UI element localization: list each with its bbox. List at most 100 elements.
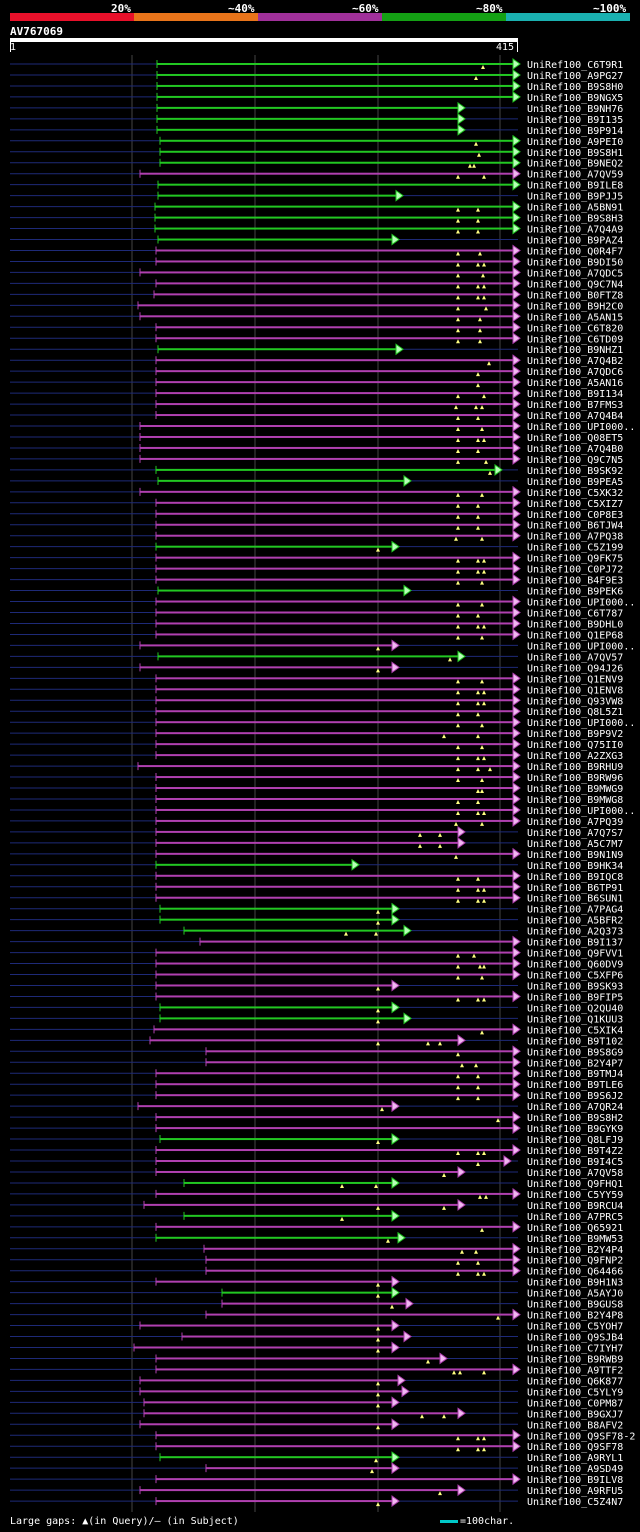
- hit-label[interactable]: UniRef100_C5Z199: [527, 543, 623, 554]
- hit-label[interactable]: UniRef100_A7PQ39: [527, 817, 623, 828]
- hit-label[interactable]: UniRef100_B2Y4P4: [527, 1245, 623, 1256]
- hit-label[interactable]: UniRef100_B9TMJ4: [527, 1069, 623, 1080]
- hit-label[interactable]: UniRef100_UPI000..: [527, 641, 635, 652]
- hit-label[interactable]: UniRef100_A5C7M7: [527, 839, 623, 850]
- hit-label[interactable]: UniRef100_C0PM87: [527, 1398, 623, 1409]
- hit-label[interactable]: UniRef100_Q64466: [527, 1267, 623, 1278]
- hit-label[interactable]: UniRef100_Q9FK75: [527, 554, 623, 565]
- hit-label[interactable]: UniRef100_B9S8H3: [527, 214, 623, 225]
- hit-label[interactable]: UniRef100_C6T787: [527, 609, 623, 620]
- hit-label[interactable]: UniRef100_UPI000..: [527, 718, 635, 729]
- hit-label[interactable]: UniRef100_Q6K877: [527, 1376, 623, 1387]
- hit-label[interactable]: UniRef100_B9I134: [527, 389, 623, 400]
- hit-label[interactable]: UniRef100_B6SUN1: [527, 894, 623, 905]
- hit-label[interactable]: UniRef100_B9P9V2: [527, 729, 623, 740]
- hit-label[interactable]: UniRef100_B9MWG9: [527, 784, 623, 795]
- hit-label[interactable]: UniRef100_B4F9E3: [527, 576, 623, 587]
- hit-label[interactable]: UniRef100_A7QR24: [527, 1102, 623, 1113]
- hit-label[interactable]: UniRef100_Q08ET5: [527, 433, 623, 444]
- hit-label[interactable]: UniRef100_A7PQ38: [527, 532, 623, 543]
- hit-label[interactable]: UniRef100_Q9FNP2: [527, 1256, 623, 1267]
- hit-label[interactable]: UniRef100_B9S8H2: [527, 1113, 623, 1124]
- hit-label[interactable]: UniRef100_B9H2C0: [527, 301, 623, 312]
- hit-label[interactable]: UniRef100_Q9FHQ1: [527, 1179, 623, 1190]
- hit-label[interactable]: UniRef100_A9TTF2: [527, 1365, 623, 1376]
- hit-label[interactable]: UniRef100_UPI000..: [527, 598, 635, 609]
- hit-label[interactable]: UniRef100_A9PEI0: [527, 137, 623, 148]
- hit-label[interactable]: UniRef100_A5AYJ0: [527, 1289, 623, 1300]
- hit-label[interactable]: UniRef100_B9DI50: [527, 257, 623, 268]
- hit-label[interactable]: UniRef100_A7PRC5: [527, 1212, 623, 1223]
- hit-label[interactable]: UniRef100_Q9C7N4: [527, 279, 623, 290]
- hit-label[interactable]: UniRef100_A7PAG4: [527, 905, 623, 916]
- hit-label[interactable]: UniRef100_B9HK34: [527, 861, 623, 872]
- hit-label[interactable]: UniRef100_C0PJ72: [527, 565, 623, 576]
- hit-label[interactable]: UniRef100_Q94J26: [527, 663, 623, 674]
- hit-label[interactable]: UniRef100_Q9SJB4: [527, 1333, 623, 1344]
- hit-label[interactable]: UniRef100_B6TP91: [527, 883, 623, 894]
- hit-label[interactable]: UniRef100_A2ZXG3: [527, 751, 623, 762]
- hit-label[interactable]: UniRef100_B9PEK6: [527, 587, 623, 598]
- hit-label[interactable]: UniRef100_Q65921: [527, 1223, 623, 1234]
- hit-label[interactable]: UniRef100_A5BN91: [527, 203, 623, 214]
- hit-label[interactable]: UniRef100_B9S8H1: [527, 148, 623, 159]
- hit-label[interactable]: UniRef100_A7Q7S7: [527, 828, 623, 839]
- hit-label[interactable]: UniRef100_A9SD49: [527, 1464, 623, 1475]
- hit-label[interactable]: UniRef100_C5Z4N7: [527, 1497, 623, 1508]
- hit-label[interactable]: UniRef100_C6TD09: [527, 334, 623, 345]
- hit-label[interactable]: UniRef100_B9MW53: [527, 1234, 623, 1245]
- hit-label[interactable]: UniRef100_A5AN15: [527, 312, 623, 323]
- hit-label[interactable]: UniRef100_B9P914: [527, 126, 623, 137]
- hit-label[interactable]: UniRef100_Q1EP68: [527, 630, 623, 641]
- hit-label[interactable]: UniRef100_B9NH76: [527, 104, 623, 115]
- hit-label[interactable]: UniRef100_B9ILV8: [527, 1475, 623, 1486]
- hit-label[interactable]: UniRef100_Q8L5Z1: [527, 707, 623, 718]
- hit-label[interactable]: UniRef100_B9FIP5: [527, 992, 623, 1003]
- hit-label[interactable]: UniRef100_A2Q373: [527, 927, 623, 938]
- hit-label[interactable]: UniRef100_B9RWB9: [527, 1354, 623, 1365]
- hit-label[interactable]: UniRef100_A5BFR2: [527, 916, 623, 927]
- hit-label[interactable]: UniRef100_Q60DV9: [527, 960, 623, 971]
- hit-label[interactable]: UniRef100_B9DHL0: [527, 619, 623, 630]
- hit-label[interactable]: UniRef100_A7QDC5: [527, 268, 623, 279]
- hit-label[interactable]: UniRef100_A9RFU5: [527, 1486, 623, 1497]
- hit-label[interactable]: UniRef100_B9PJJ5: [527, 192, 623, 203]
- hit-label[interactable]: UniRef100_B9S6J2: [527, 1091, 623, 1102]
- hit-label[interactable]: UniRef100_B9RW96: [527, 773, 623, 784]
- hit-label[interactable]: UniRef100_B8AFV2: [527, 1420, 623, 1431]
- hit-label[interactable]: UniRef100_B9I4C5: [527, 1157, 623, 1168]
- hit-label[interactable]: UniRef100_B9NGX5: [527, 93, 623, 104]
- hit-label[interactable]: UniRef100_B9N1N9: [527, 850, 623, 861]
- hit-label[interactable]: UniRef100_Q9SF78: [527, 1442, 623, 1453]
- hit-label[interactable]: UniRef100_B0FTZ8: [527, 290, 623, 301]
- hit-label[interactable]: UniRef100_Q1ENV8: [527, 685, 623, 696]
- hit-label[interactable]: UniRef100_B9TLE6: [527, 1080, 623, 1091]
- hit-label[interactable]: UniRef100_B9S8G9: [527, 1047, 623, 1058]
- hit-label[interactable]: UniRef100_A7QV59: [527, 170, 623, 181]
- hit-label[interactable]: UniRef100_Q9FVV1: [527, 949, 623, 960]
- hit-label[interactable]: UniRef100_B9S8H0: [527, 82, 623, 93]
- hit-label[interactable]: UniRef100_B9GXJ7: [527, 1409, 623, 1420]
- hit-label[interactable]: UniRef100_A7QDC6: [527, 367, 623, 378]
- hit-label[interactable]: UniRef100_B9H1N3: [527, 1278, 623, 1289]
- hit-label[interactable]: UniRef100_A7Q4B0: [527, 444, 623, 455]
- hit-label[interactable]: UniRef100_B9GYK9: [527, 1124, 623, 1135]
- hit-label[interactable]: UniRef100_A7Q4A9: [527, 225, 623, 236]
- hit-label[interactable]: UniRef100_C5YOH7: [527, 1322, 623, 1333]
- hit-label[interactable]: UniRef100_C5XIZ7: [527, 499, 623, 510]
- hit-label[interactable]: UniRef100_B2Y4P8: [527, 1311, 623, 1322]
- hit-label[interactable]: UniRef100_A7QV58: [527, 1168, 623, 1179]
- hit-label[interactable]: UniRef100_B9RHU9: [527, 762, 623, 773]
- hit-label[interactable]: UniRef100_B9MWG8: [527, 795, 623, 806]
- hit-label[interactable]: UniRef100_C7IYH7: [527, 1343, 623, 1354]
- hit-label[interactable]: UniRef100_Q8LFJ9: [527, 1135, 623, 1146]
- hit-label[interactable]: UniRef100_A9RYL1: [527, 1453, 623, 1464]
- hit-label[interactable]: UniRef100_C5YLY9: [527, 1387, 623, 1398]
- hit-label[interactable]: UniRef100_C6T820: [527, 323, 623, 334]
- hit-label[interactable]: UniRef100_C6T9R1: [527, 60, 623, 71]
- hit-label[interactable]: UniRef100_C0P8E3: [527, 510, 623, 521]
- hit-label[interactable]: UniRef100_B9SK92: [527, 466, 623, 477]
- hit-label[interactable]: UniRef100_B9IQC8: [527, 872, 623, 883]
- hit-label[interactable]: UniRef100_C5XFP6: [527, 971, 623, 982]
- hit-label[interactable]: UniRef100_B9GUS8: [527, 1300, 623, 1311]
